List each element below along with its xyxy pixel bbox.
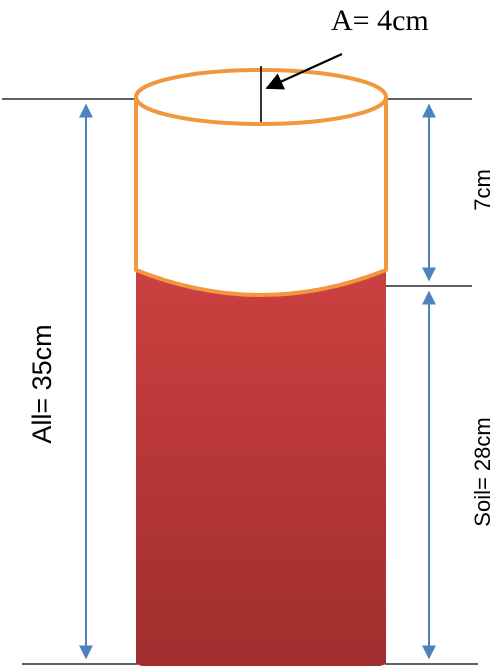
radius-label: A= 4cm <box>331 4 429 37</box>
soil-fill <box>136 270 386 666</box>
total-height-label: All= 35cm <box>27 324 57 443</box>
soil-height-label: Soil= 28cm <box>470 417 495 526</box>
radius-pointer-arrow <box>265 52 343 90</box>
air-gap-label: 7cm <box>470 169 495 211</box>
air-section <box>134 97 388 297</box>
